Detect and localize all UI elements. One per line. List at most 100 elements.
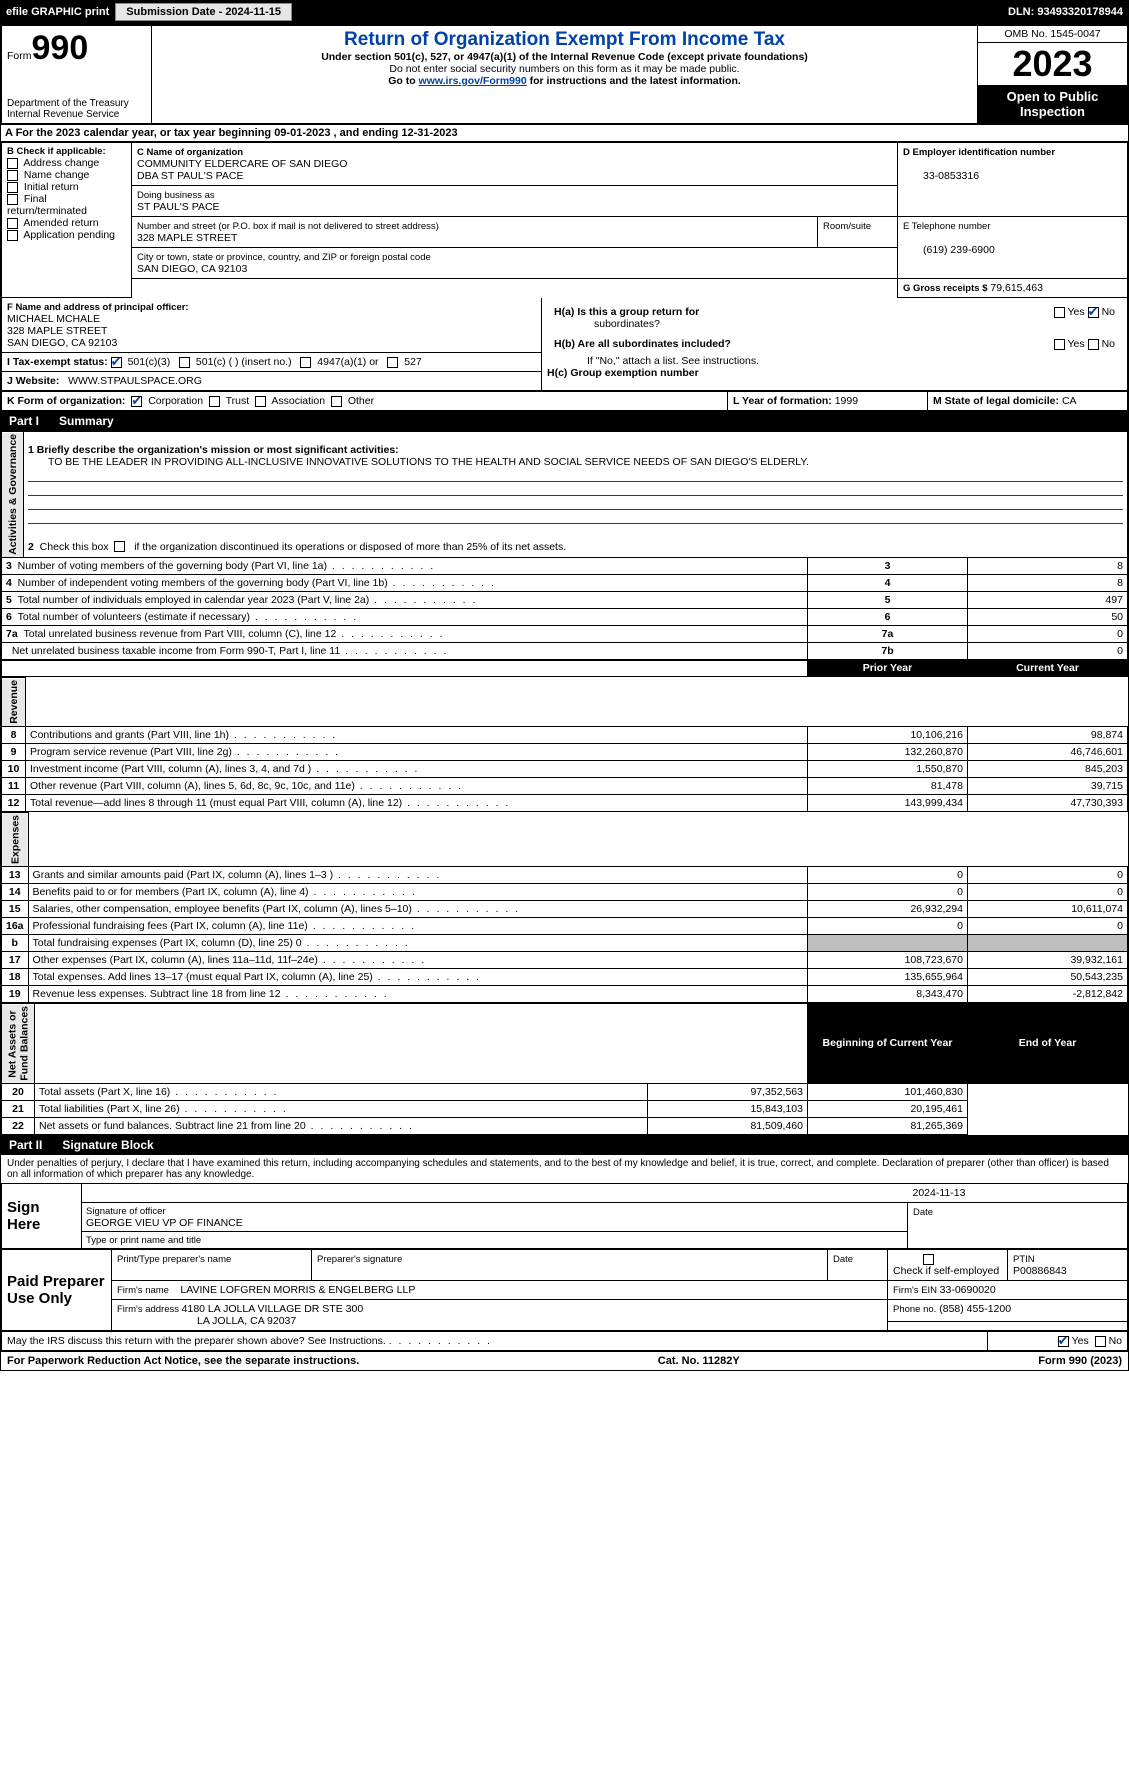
boxb-checkbox[interactable] [7,194,18,205]
submission-button[interactable]: Submission Date - 2024-11-15 [115,3,292,21]
box-i-label: I Tax-exempt status: [7,356,108,368]
officer-sig-name: GEORGE VIEU VP OF FINANCE [86,1217,243,1229]
sig-officer-label: Signature of officer [86,1206,166,1217]
street-value: 328 MAPLE STREET [137,232,237,244]
data-row: 17Other expenses (Part IX, column (A), l… [2,952,1128,969]
501c-checkbox[interactable] [179,357,190,368]
goto-pre: Go to [388,75,418,87]
paid-preparer-label: Paid Preparer Use Only [2,1249,112,1330]
city-value: SAN DIEGO, CA 92103 [137,263,247,275]
footer: For Paperwork Reduction Act Notice, see … [1,1351,1128,1370]
box-f-label: F Name and address of principal officer: [7,302,189,313]
boxb-checkbox[interactable] [7,218,18,229]
data-row: 9Program service revenue (Part VIII, lin… [2,744,1128,761]
firm-addr1: 4180 LA JOLLA VILLAGE DR STE 300 [182,1303,364,1315]
instructions-link[interactable]: www.irs.gov/Form990 [419,75,527,87]
ha-no-checkbox[interactable] [1088,307,1099,318]
hb-yes-checkbox[interactable] [1054,339,1065,350]
form-prefix: Form [7,50,32,62]
footer-left: For Paperwork Reduction Act Notice, see … [7,1355,359,1367]
revenue-table: Revenue 8Contributions and grants (Part … [1,677,1128,812]
discuss-yes-checkbox[interactable] [1058,1336,1069,1347]
room-label: Room/suite [823,221,871,232]
self-employed-checkbox[interactable] [923,1254,934,1265]
netassets-table: Net Assets or Fund Balances Beginning of… [1,1003,1128,1135]
4947-checkbox[interactable] [300,357,311,368]
expenses-table: Expenses 13Grants and similar amounts pa… [1,812,1128,1003]
line-a: A For the 2023 calendar year, or tax yea… [1,124,1128,142]
data-row: 15Salaries, other compensation, employee… [2,901,1128,918]
street-label: Number and street (or P.O. box if mail i… [137,221,439,232]
footer-mid: Cat. No. 11282Y [658,1355,740,1367]
header-boxes-row1: B Check if applicable: Address change Na… [1,142,1128,298]
firm-phone-label: Phone no. [893,1304,936,1315]
sig-type-label: Type or print name and title [86,1235,201,1246]
part2-label: Part II [9,1138,62,1152]
top-bar: efile GRAPHIC print Submission Date - 20… [0,0,1129,24]
omb-label: OMB No. 1545-0047 [978,26,1127,43]
boxb-checkbox[interactable] [7,170,18,181]
ha-yes-checkbox[interactable] [1054,307,1065,318]
officer-street: 328 MAPLE STREET [7,325,107,337]
boxb-item: Initial return [7,181,126,193]
part1-subtitle: Summary [59,414,114,428]
boxb-item: Name change [7,169,126,181]
discuss-no-checkbox[interactable] [1095,1336,1106,1347]
501c3-checkbox[interactable] [111,357,122,368]
dln-label: DLN: 93493320178944 [1008,6,1123,18]
org-dba: DBA ST PAUL'S PACE [137,170,243,182]
gov-row: 5 Total number of individuals employed i… [2,591,1128,608]
other-checkbox[interactable] [331,396,342,407]
boxb-checkbox[interactable] [7,158,18,169]
527-checkbox[interactable] [387,357,398,368]
trust-checkbox[interactable] [209,396,220,407]
ha-label2: subordinates? [554,318,660,330]
vert-expenses: Expenses [2,813,29,867]
box-j-label: J Website: [7,375,62,387]
part1-label: Part I [9,414,59,428]
prep-name-label: Print/Type preparer's name [117,1254,231,1265]
current-year-header: Current Year [968,660,1128,677]
box-e-label: E Telephone number [903,221,991,232]
data-row: 20Total assets (Part X, line 16)97,352,5… [2,1083,1128,1100]
box-l-label: L Year of formation: [733,395,832,407]
domicile-state: CA [1062,395,1077,407]
discontinued-checkbox[interactable] [114,541,125,552]
data-row: 16aProfessional fundraising fees (Part I… [2,918,1128,935]
box-k-label: K Form of organization: [7,395,125,407]
hb-note: If "No," attach a list. See instructions… [547,355,759,367]
hb-no-checkbox[interactable] [1088,339,1099,350]
data-row: 21Total liabilities (Part X, line 26)15,… [2,1100,1128,1117]
form-title: Return of Organization Exempt From Incom… [157,29,972,51]
gov-row: 7a Total unrelated business revenue from… [2,625,1128,642]
part1-header: Part I Summary [1,411,1128,431]
website-value: WWW.STPAULSPACE.ORG [68,375,202,387]
boxb-checkbox[interactable] [7,230,18,241]
prep-sig-label: Preparer's signature [317,1254,402,1265]
firm-addr2: LA JOLLA, CA 92037 [117,1315,296,1327]
ptin-label: PTIN [1013,1254,1035,1265]
part2-subtitle: Signature Block [62,1138,153,1152]
dba-value: ST PAUL'S PACE [137,201,220,213]
boxb-checkbox[interactable] [7,182,18,193]
firm-ein-label: Firm's EIN [893,1285,940,1296]
firm-name-label: Firm's name [117,1285,172,1296]
firm-ein: 33-0690020 [940,1284,996,1296]
firm-phone: (858) 455-1200 [939,1303,1011,1315]
sign-here-label: Sign Here [2,1183,82,1248]
corp-checkbox[interactable] [131,396,142,407]
efile-label: efile GRAPHIC print [6,6,109,18]
officer-city: SAN DIEGO, CA 92103 [7,337,117,349]
assoc-checkbox[interactable] [255,396,266,407]
data-row: bTotal fundraising expenses (Part IX, co… [2,935,1128,952]
data-row: 12Total revenue—add lines 8 through 11 (… [2,795,1128,812]
firm-addr-label: Firm's address [117,1304,182,1315]
box-m-label: M State of legal domicile: [933,395,1059,407]
hc-label: H(c) Group exemption number [547,367,699,379]
part2-header: Part II Signature Block [1,1135,1128,1155]
boxb-item: Address change [7,157,126,169]
subtitle-2: Do not enter social security numbers on … [157,63,972,75]
subtitle-1: Under section 501(c), 527, or 4947(a)(1)… [157,51,972,63]
data-row: 14Benefits paid to or for members (Part … [2,884,1128,901]
hb-label: H(b) Are all subordinates included? [554,338,731,350]
